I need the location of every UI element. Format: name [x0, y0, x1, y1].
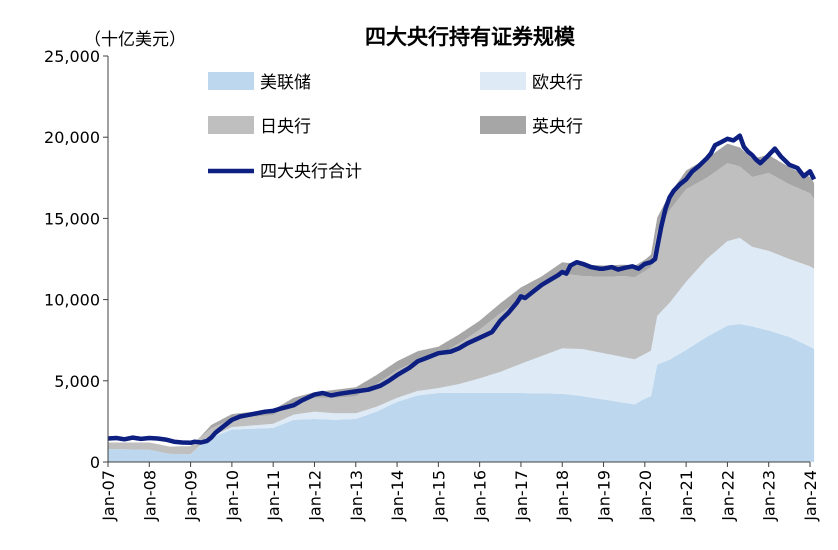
x-tick-label: Jan-07: [99, 470, 118, 522]
axes: 0 5,000 10,000 15,000 20,000 25,000 Jan-07 Jan-…: [44, 47, 820, 522]
x-tick-label: Jan-12: [306, 470, 325, 522]
chart-title: 四大央行持有证券规模: [365, 25, 576, 49]
legend-swatch: [208, 116, 254, 134]
y-tick-label: 20,000: [44, 128, 100, 147]
unit-label: （十亿美元）: [84, 30, 186, 50]
total-line-layer: [107, 133, 817, 446]
legend-label: 欧央行: [532, 73, 583, 93]
legend-swatch: [480, 116, 526, 134]
legend-label: 美联储: [260, 73, 311, 93]
x-tick-label: Jan-23: [760, 470, 779, 522]
x-tick-label: Jan-16: [471, 470, 490, 522]
y-tick-label: 10,000: [44, 291, 100, 310]
stacked-areas: [108, 143, 815, 462]
x-tick-label: Jan-19: [595, 470, 614, 522]
x-tick-label: Jan-22: [718, 470, 737, 522]
x-tick-label: Jan-13: [347, 470, 366, 522]
x-tick-label: Jan-21: [677, 470, 696, 522]
x-tick-label: Jan-24: [801, 470, 820, 522]
y-tick-label: 25,000: [44, 47, 100, 66]
x-tick-label: Jan-14: [388, 470, 407, 522]
area-series-2: [108, 163, 815, 455]
x-tick-label: Jan-10: [223, 470, 242, 522]
x-tick-label: Jan-09: [182, 470, 201, 522]
x-tick-label: Jan-11: [264, 470, 283, 522]
x-tick-label: Jan-17: [512, 470, 531, 522]
area-series-1: [108, 237, 815, 455]
legend-label: 日央行: [260, 117, 311, 137]
x-tick-label: Jan-18: [553, 470, 572, 522]
y-tick-label: 5,000: [54, 372, 100, 391]
legend-label: 四大央行合计: [260, 162, 362, 182]
legend-swatch: [208, 72, 254, 90]
total-line: [107, 133, 817, 446]
legend-label: 英央行: [532, 117, 583, 137]
y-tick-label: 0: [90, 453, 100, 472]
x-tick-label: Jan-20: [636, 470, 655, 522]
x-tick-label: Jan-15: [429, 470, 448, 522]
legend-swatch: [480, 72, 526, 90]
y-tick-label: 15,000: [44, 209, 100, 228]
x-tick-label: Jan-08: [140, 470, 159, 522]
